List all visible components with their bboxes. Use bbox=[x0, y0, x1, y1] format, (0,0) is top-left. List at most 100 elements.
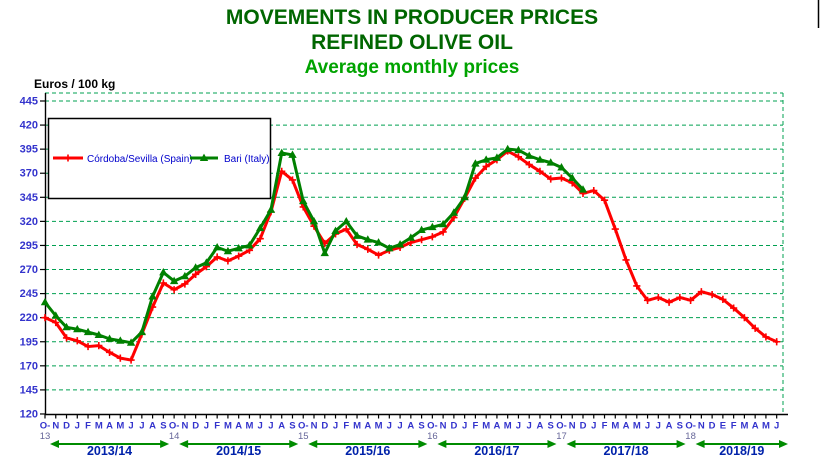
series-bari-marker bbox=[105, 334, 114, 342]
y-tick-label: 420 bbox=[20, 120, 38, 132]
series-bari-marker bbox=[438, 219, 448, 228]
month-label: J bbox=[591, 421, 596, 432]
month-label: M bbox=[633, 421, 641, 432]
month-label: J bbox=[397, 421, 402, 432]
season-label: 2016/17 bbox=[474, 444, 519, 458]
series-cordoba-sevilla-marker bbox=[364, 245, 372, 253]
month-label: M bbox=[482, 421, 490, 432]
series-bari-marker bbox=[546, 158, 555, 166]
series-cordoba-sevilla-marker bbox=[676, 293, 684, 302]
series-bari-marker bbox=[234, 243, 243, 252]
month-label: A bbox=[235, 421, 242, 432]
series-cordoba-sevilla-marker bbox=[482, 162, 490, 171]
series-cordoba-sevilla-marker bbox=[773, 338, 781, 346]
month-label: D bbox=[321, 421, 328, 432]
series-bari-marker bbox=[245, 241, 254, 249]
series-bari-marker bbox=[363, 235, 372, 243]
series-cordoba-sevilla-marker bbox=[159, 279, 167, 287]
season-label: 2013/14 bbox=[87, 444, 132, 458]
y-tick-label: 245 bbox=[20, 288, 38, 300]
series-bari-marker bbox=[288, 150, 297, 158]
month-label: A bbox=[407, 421, 414, 432]
series-cordoba-sevilla-marker bbox=[536, 167, 544, 175]
series-cordoba-sevilla-marker bbox=[84, 342, 92, 351]
year-label: 17 bbox=[556, 431, 567, 442]
series-cordoba-sevilla-marker bbox=[342, 225, 350, 233]
series-cordoba-sevilla-marker bbox=[213, 253, 221, 261]
month-label: N bbox=[569, 421, 576, 432]
series-cordoba-sevilla-marker bbox=[235, 252, 243, 260]
series-cordoba-sevilla-marker bbox=[418, 236, 426, 244]
series-cordoba-sevilla-marker bbox=[170, 286, 178, 294]
series-bari-marker bbox=[299, 196, 308, 205]
season-label: 2014/15 bbox=[216, 444, 261, 458]
month-label: J bbox=[75, 421, 80, 432]
page-title-line1: MOVEMENTS IN PRODUCER PRICES bbox=[226, 6, 598, 29]
series-bari-marker bbox=[535, 155, 545, 163]
series-bari-marker bbox=[159, 268, 168, 276]
month-label: J bbox=[333, 421, 338, 432]
month-label: F bbox=[602, 421, 608, 432]
season-arrow-head-left bbox=[179, 440, 189, 448]
y-tick-label: 370 bbox=[20, 168, 38, 180]
series-cordoba-sevilla-marker bbox=[525, 160, 533, 169]
series-cordoba-sevilla-marker bbox=[105, 348, 114, 356]
series-bari-marker bbox=[428, 222, 437, 231]
month-label: J bbox=[204, 421, 209, 432]
season-arrow-head-right bbox=[547, 440, 557, 448]
month-label: D bbox=[580, 421, 587, 432]
month-label: A bbox=[278, 421, 285, 432]
series-cordoba-sevilla-marker bbox=[62, 334, 71, 342]
series-cordoba-sevilla-marker bbox=[353, 240, 361, 249]
y-axis-unit-label: Euros / 100 kg bbox=[34, 77, 115, 91]
year-label: 14 bbox=[169, 431, 180, 442]
legend-label-cordoba: Córdoba/Sevilla (Spain) bbox=[87, 154, 193, 165]
month-label: F bbox=[731, 421, 737, 432]
month-label: A bbox=[149, 421, 156, 432]
series-bari-marker bbox=[116, 336, 125, 344]
series-cordoba-sevilla-marker bbox=[514, 153, 523, 161]
series-bari-marker bbox=[191, 263, 200, 271]
month-label: J bbox=[645, 421, 650, 432]
year-label: 18 bbox=[685, 431, 696, 442]
month-label: M bbox=[353, 421, 361, 432]
month-label: A bbox=[623, 421, 630, 432]
series-cordoba-sevilla-marker bbox=[590, 186, 598, 195]
month-label: N bbox=[181, 421, 188, 432]
month-label: O- bbox=[298, 421, 309, 432]
month-label: M bbox=[504, 421, 512, 432]
month-label: D bbox=[192, 421, 199, 432]
series-cordoba-sevilla-marker bbox=[224, 257, 232, 265]
month-label: S bbox=[160, 421, 166, 432]
series-cordoba-sevilla-marker bbox=[719, 295, 727, 303]
month-label: M bbox=[116, 421, 124, 432]
legend-sample-bari-marker bbox=[199, 153, 209, 161]
series-bari-marker bbox=[169, 276, 179, 285]
month-label: S bbox=[548, 421, 554, 432]
season-arrow-head-right bbox=[779, 440, 788, 448]
month-label: A bbox=[537, 421, 544, 432]
month-label: M bbox=[740, 421, 748, 432]
series-bari-marker bbox=[256, 223, 265, 232]
month-label: M bbox=[611, 421, 619, 432]
series-bari-marker bbox=[212, 242, 222, 251]
month-label: O- bbox=[556, 421, 567, 432]
series-cordoba-sevilla-marker bbox=[654, 293, 662, 302]
season-arrow-head-left bbox=[695, 440, 705, 448]
series-bari-marker bbox=[202, 258, 211, 266]
series-cordoba-sevilla-marker bbox=[116, 354, 124, 362]
month-label: J bbox=[128, 421, 133, 432]
series-bari-marker bbox=[492, 153, 502, 161]
month-label: D bbox=[63, 421, 70, 432]
series-cordoba-sevilla-marker bbox=[708, 290, 716, 299]
series-cordoba-sevilla-marker bbox=[643, 296, 652, 304]
series-bari-marker bbox=[374, 238, 383, 246]
month-label: N bbox=[311, 421, 318, 432]
year-label: 15 bbox=[298, 431, 309, 442]
page-title-line2: REFINED OLIVE OIL bbox=[311, 31, 513, 54]
month-label: J bbox=[462, 421, 467, 432]
y-tick-label: 170 bbox=[20, 360, 38, 372]
y-tick-label: 320 bbox=[20, 216, 38, 228]
series-bari-marker bbox=[277, 148, 286, 157]
